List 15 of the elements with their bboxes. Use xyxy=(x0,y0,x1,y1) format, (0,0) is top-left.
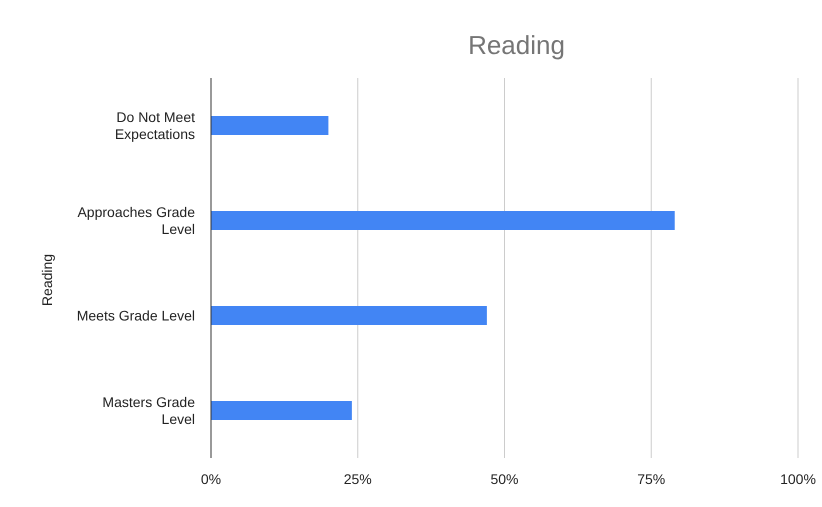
x-tick-label: 50% xyxy=(490,470,519,487)
y-tick-label: Do Not Meet Expectations xyxy=(114,109,196,142)
y-tick-label: Masters Grade Level xyxy=(102,394,196,427)
x-tick-label: 100% xyxy=(780,470,816,487)
x-tick-label: 75% xyxy=(637,470,666,487)
x-tick-label: 25% xyxy=(344,470,372,487)
y-axis-title: Reading xyxy=(39,254,55,306)
bar xyxy=(211,306,487,325)
bar xyxy=(211,116,328,135)
bar xyxy=(211,401,352,420)
y-tick-label: Approaches Grade Level xyxy=(77,204,196,237)
y-tick-label: Meets Grade Level xyxy=(76,308,195,324)
bar xyxy=(211,211,675,230)
x-tick-label: 0% xyxy=(200,470,222,487)
chart-title: Reading xyxy=(467,30,566,61)
